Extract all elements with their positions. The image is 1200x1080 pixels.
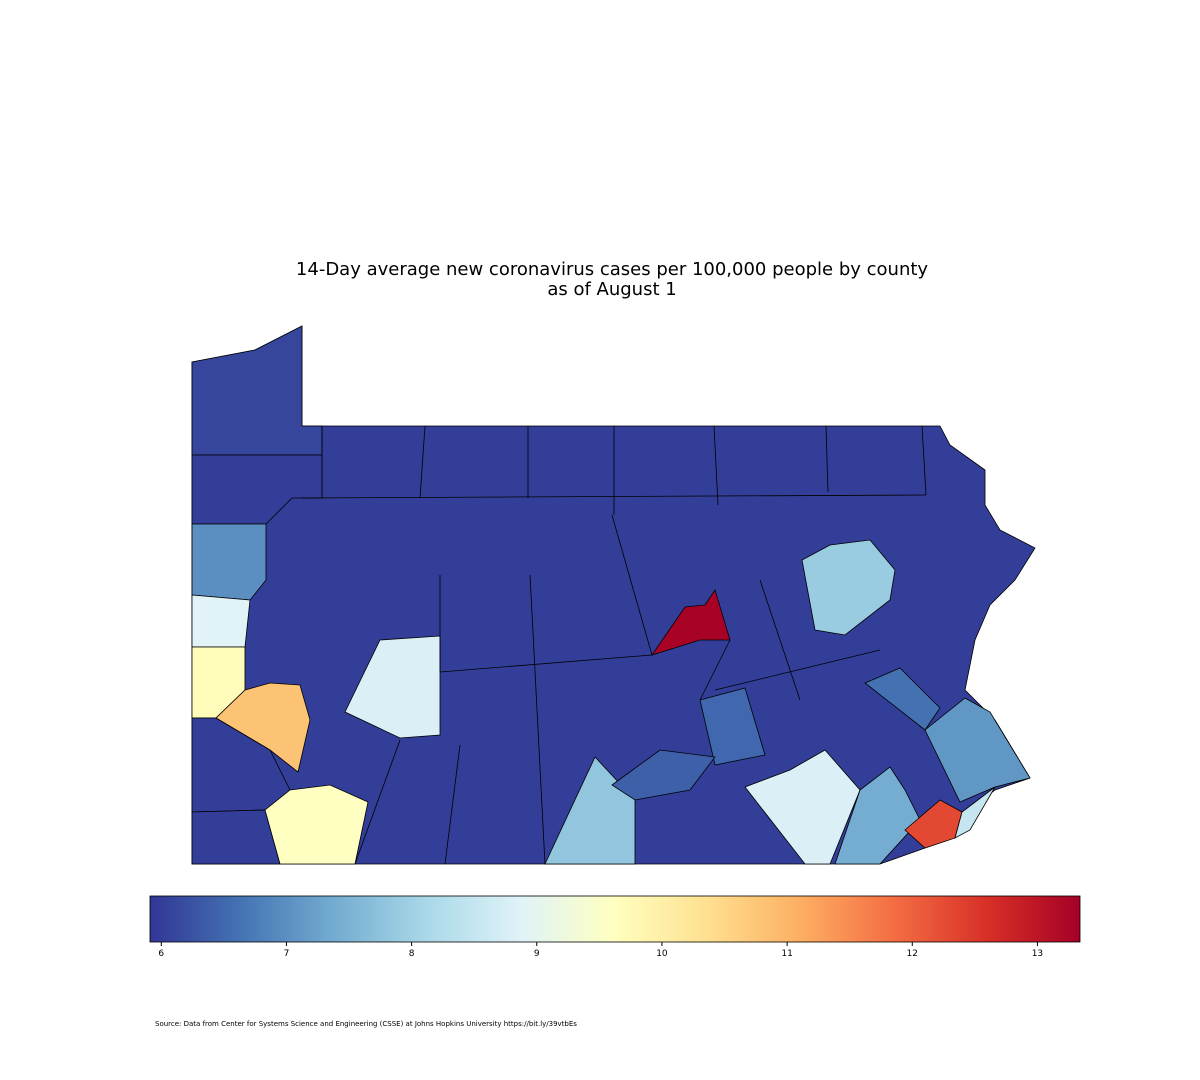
- county: [264, 784, 369, 865]
- county: [699, 687, 766, 766]
- colorbar-tick-label: 13: [1032, 949, 1043, 959]
- county: [191, 809, 281, 865]
- source-note: Source: Data from Center for Systems Sci…: [155, 1020, 577, 1028]
- county-border: [713, 425, 719, 506]
- county-border: [714, 649, 881, 691]
- county-border: [921, 425, 927, 496]
- county-border: [759, 579, 801, 701]
- county: [834, 766, 921, 865]
- county: [191, 594, 251, 648]
- colorbar: 6 7 8 9 10 11 12 13: [149, 895, 1081, 959]
- colorbar-tick-label: 11: [781, 949, 792, 959]
- colorbar-tick-label: 8: [409, 949, 415, 959]
- county: [344, 635, 441, 739]
- county-border: [825, 425, 829, 493]
- colorbar-tick-label: 6: [158, 949, 164, 959]
- colorbar-scale: [149, 895, 1081, 943]
- county: [611, 749, 716, 801]
- county: [191, 523, 267, 601]
- county-border: [444, 744, 461, 865]
- county-border: [301, 494, 927, 499]
- county-map: [191, 325, 1036, 865]
- county: [924, 697, 1031, 803]
- colorbar-tick-label: 7: [284, 949, 290, 959]
- title-line: 14-Day average new coronavirus cases per…: [296, 259, 929, 280]
- county-border: [419, 425, 426, 499]
- county: [864, 667, 941, 731]
- county: [801, 539, 896, 636]
- county: [651, 589, 731, 656]
- title-line: as of August 1: [547, 279, 676, 300]
- colorbar-tick-label: 9: [534, 949, 540, 959]
- county-border: [611, 514, 653, 656]
- county-border: [699, 639, 731, 701]
- county-border: [439, 654, 653, 673]
- county: [191, 325, 323, 456]
- county: [215, 682, 311, 773]
- colorbar-tick-label: 10: [656, 949, 668, 959]
- county-border: [529, 574, 546, 865]
- county-border: [354, 739, 401, 865]
- colorbar-tick-label: 12: [907, 949, 918, 959]
